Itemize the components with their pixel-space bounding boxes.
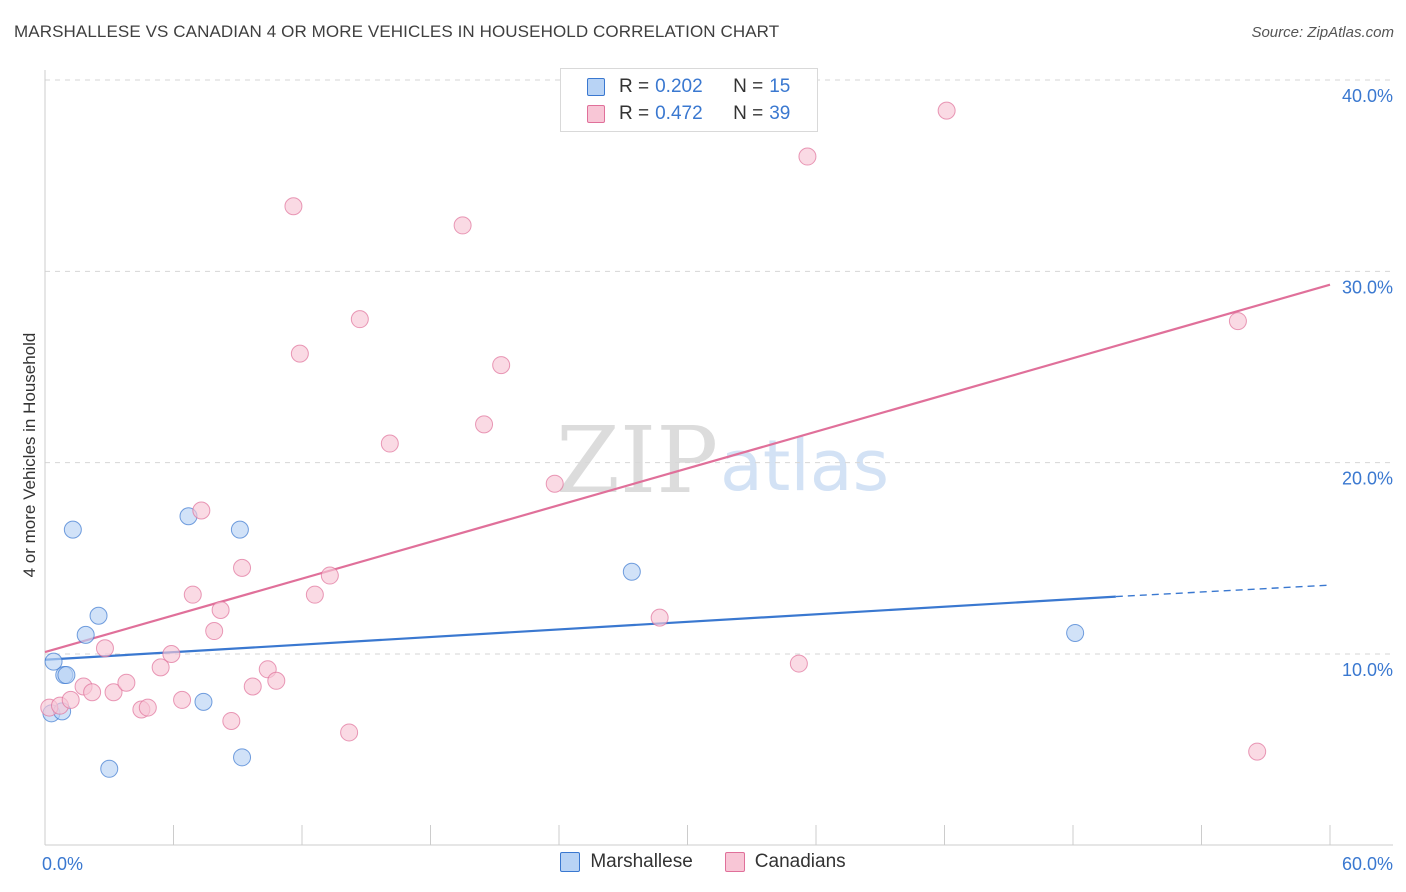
point-canadians bbox=[151, 658, 170, 677]
point-canadians bbox=[138, 698, 157, 717]
point-canadians bbox=[211, 600, 230, 619]
x-tick-label: 0.0% bbox=[42, 854, 83, 874]
point-canadians bbox=[789, 654, 808, 673]
data-points bbox=[40, 101, 1267, 778]
tick-labels: 10.0% 20.0% 30.0% 40.0% 0.0% 60.0% bbox=[42, 86, 1393, 874]
point-canadians bbox=[340, 723, 359, 742]
trend-line-canadians bbox=[44, 283, 1331, 654]
legend-r-value: 0.472 bbox=[655, 103, 703, 124]
point-canadians bbox=[305, 585, 324, 604]
point-canadians bbox=[183, 585, 202, 604]
chart-title: MARSHALLESE VS CANADIAN 4 OR MORE VEHICL… bbox=[14, 22, 780, 41]
point-canadians bbox=[267, 671, 286, 690]
series-label-canadians: Canadians bbox=[754, 851, 846, 872]
point-canadians bbox=[545, 474, 564, 493]
x-tick-label: 60.0% bbox=[1342, 854, 1393, 874]
series-legend-marshallese: Marshallese bbox=[560, 851, 693, 873]
source-credit: Source: ZipAtlas.com bbox=[1251, 24, 1394, 41]
point-canadians bbox=[1248, 742, 1267, 761]
point-canadians bbox=[380, 434, 399, 453]
series-legend: Marshallese Canadians bbox=[0, 851, 1406, 873]
legend-r-label: R = bbox=[619, 76, 650, 97]
point-marshallese bbox=[233, 748, 252, 767]
point-canadians bbox=[233, 558, 252, 577]
series-legend-canadians: Canadians bbox=[724, 851, 846, 873]
point-marshallese bbox=[57, 666, 76, 685]
legend-row-canadians: R = 0.472 N = 39 bbox=[587, 101, 790, 127]
point-canadians bbox=[475, 415, 494, 434]
point-canadians bbox=[95, 639, 114, 658]
trend-lines bbox=[44, 283, 1331, 661]
series-label-marshallese: Marshallese bbox=[590, 851, 693, 872]
legend-n-value: 39 bbox=[769, 103, 791, 124]
point-marshallese bbox=[1066, 623, 1085, 642]
point-marshallese bbox=[100, 759, 119, 778]
axes bbox=[44, 70, 1393, 846]
legend-n-value: 15 bbox=[769, 76, 791, 97]
correlation-legend: R = 0.202 N = 15 R = 0.472 N = 39 bbox=[560, 68, 818, 132]
point-canadians bbox=[290, 344, 309, 363]
legend-r-value: 0.202 bbox=[655, 76, 703, 97]
watermark-atlas: atlas bbox=[720, 425, 889, 507]
point-canadians bbox=[173, 690, 192, 709]
series-swatch-canadians bbox=[724, 852, 745, 872]
y-tick-label: 40.0% bbox=[1342, 86, 1393, 106]
y-tick-label: 20.0% bbox=[1342, 469, 1393, 489]
point-canadians bbox=[453, 216, 472, 235]
legend-row-marshallese: R = 0.202 N = 15 bbox=[587, 74, 790, 100]
legend-swatch-marshallese bbox=[587, 78, 605, 96]
point-canadians bbox=[61, 690, 80, 709]
watermark: ZIP atlas bbox=[556, 407, 889, 514]
point-canadians bbox=[222, 711, 241, 730]
y-tick-label: 30.0% bbox=[1342, 277, 1393, 297]
trend-line-marshallese bbox=[44, 595, 1116, 661]
point-marshallese bbox=[194, 692, 213, 711]
point-canadians bbox=[650, 608, 669, 627]
point-canadians bbox=[284, 197, 303, 216]
point-marshallese bbox=[76, 625, 95, 644]
point-canadians bbox=[492, 356, 511, 375]
watermark-zip: ZIP bbox=[556, 407, 718, 514]
point-canadians bbox=[205, 622, 224, 641]
trend-line-extension-marshallese bbox=[1115, 584, 1331, 598]
legend-n-label: N = bbox=[733, 76, 764, 97]
point-canadians bbox=[1228, 312, 1247, 331]
point-canadians bbox=[83, 683, 102, 702]
point-marshallese bbox=[89, 606, 108, 625]
point-marshallese bbox=[230, 520, 249, 539]
point-canadians bbox=[104, 683, 123, 702]
point-marshallese bbox=[44, 652, 63, 671]
point-canadians bbox=[350, 310, 369, 329]
y-tick-label: 10.0% bbox=[1342, 660, 1393, 680]
point-canadians bbox=[320, 566, 339, 585]
legend-r-label: R = bbox=[619, 103, 650, 124]
point-canadians bbox=[243, 677, 262, 696]
point-marshallese bbox=[63, 520, 82, 539]
series-swatch-marshallese bbox=[560, 852, 581, 872]
legend-n-label: N = bbox=[733, 103, 764, 124]
point-canadians bbox=[117, 673, 136, 692]
point-canadians bbox=[162, 645, 181, 663]
y-axis-label: 4 or more Vehicles in Household bbox=[20, 332, 39, 578]
point-canadians bbox=[798, 147, 817, 166]
legend-swatch-canadians bbox=[587, 105, 605, 123]
point-canadians bbox=[937, 101, 956, 120]
point-canadians bbox=[192, 501, 211, 520]
point-marshallese bbox=[622, 562, 641, 581]
